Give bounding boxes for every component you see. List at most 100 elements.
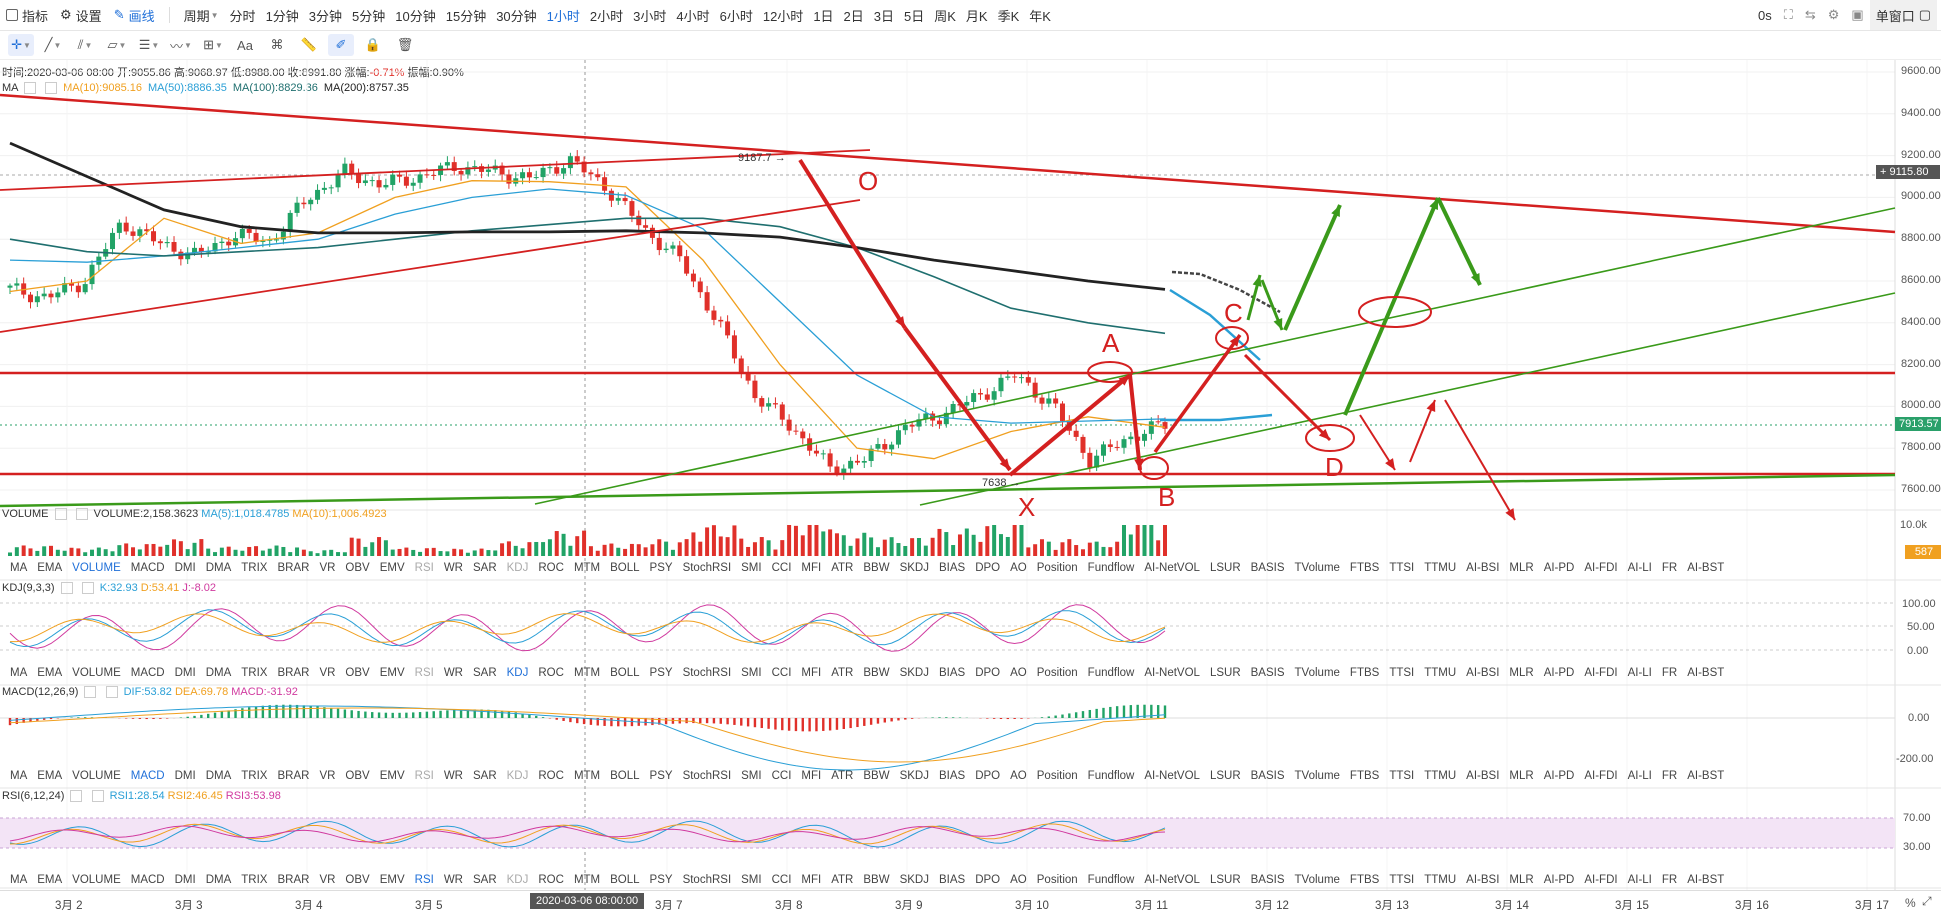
indicator-tab-volume[interactable]: VOLUME (72, 667, 121, 679)
indicator-tab-ttmu[interactable]: TTMU (1424, 874, 1456, 886)
indicator-tab-stochrsi[interactable]: StochRSI (683, 874, 732, 886)
indicator-tab-ma[interactable]: MA (10, 562, 27, 574)
indicator-tab-volume[interactable]: VOLUME (72, 562, 121, 574)
indicator-tab-ftbs[interactable]: FTBS (1350, 562, 1379, 574)
indicator-tab-dpo[interactable]: DPO (975, 667, 1000, 679)
indicator-tab-ttsi[interactable]: TTSI (1389, 874, 1414, 886)
indicator-tab-trix[interactable]: TRIX (241, 562, 267, 574)
indicator-tab-mfi[interactable]: MFI (801, 667, 821, 679)
indicator-tab-roc[interactable]: ROC (538, 874, 564, 886)
indicator-tab-atr[interactable]: ATR (831, 562, 853, 574)
macd-visibility-toggle[interactable] (84, 686, 96, 698)
indicator-tab-rsi[interactable]: RSI (415, 770, 434, 782)
indicator-tab-fr[interactable]: FR (1662, 562, 1677, 574)
indicator-tab-ttsi[interactable]: TTSI (1389, 562, 1414, 574)
indicator-tab-dmi[interactable]: DMI (175, 874, 196, 886)
indicator-tab-ttmu[interactable]: TTMU (1424, 770, 1456, 782)
indicator-tab-mlr[interactable]: MLR (1509, 667, 1533, 679)
indicator-tab-bbw[interactable]: BBW (863, 562, 889, 574)
indicator-tab-dma[interactable]: DMA (206, 770, 232, 782)
indicator-tab-stochrsi[interactable]: StochRSI (683, 667, 732, 679)
indicator-tab-basis[interactable]: BASIS (1251, 667, 1285, 679)
indicator-tab-kdj[interactable]: KDJ (507, 770, 529, 782)
indicator-tab-smi[interactable]: SMI (741, 874, 761, 886)
indicator-tab-vr[interactable]: VR (319, 667, 335, 679)
indicator-tab-tvolume[interactable]: TVolume (1295, 874, 1340, 886)
indicator-tab-tvolume[interactable]: TVolume (1295, 770, 1340, 782)
indicator-tab-obv[interactable]: OBV (345, 667, 369, 679)
indicator-tab-wr[interactable]: WR (444, 562, 463, 574)
indicator-tab-basis[interactable]: BASIS (1251, 770, 1285, 782)
indicator-tab-ao[interactable]: AO (1010, 562, 1027, 574)
indicator-tab-macd[interactable]: MACD (131, 562, 165, 574)
indicator-tab-bias[interactable]: BIAS (939, 562, 965, 574)
kdj-settings-toggle[interactable] (82, 582, 94, 594)
indicator-tab-volume[interactable]: VOLUME (72, 874, 121, 886)
indicator-tab-cci[interactable]: CCI (772, 874, 792, 886)
indicator-tab-ai-netvol[interactable]: AI-NetVOL (1144, 770, 1200, 782)
indicator-tab-sar[interactable]: SAR (473, 874, 497, 886)
indicator-tab-dpo[interactable]: DPO (975, 562, 1000, 574)
indicator-tab-mlr[interactable]: MLR (1509, 770, 1533, 782)
indicator-tab-lsur[interactable]: LSUR (1210, 770, 1241, 782)
indicator-tab-dpo[interactable]: DPO (975, 770, 1000, 782)
indicator-tab-rsi[interactable]: RSI (415, 874, 434, 886)
indicator-tab-brar[interactable]: BRAR (277, 667, 309, 679)
indicator-tab-ai-netvol[interactable]: AI-NetVOL (1144, 667, 1200, 679)
indicator-tab-ai-fdi[interactable]: AI-FDI (1584, 667, 1617, 679)
indicator-tab-vr[interactable]: VR (319, 562, 335, 574)
indicator-tab-obv[interactable]: OBV (345, 874, 369, 886)
kdj-visibility-toggle[interactable] (61, 582, 73, 594)
indicator-tab-ai-bsi[interactable]: AI-BSI (1466, 874, 1499, 886)
indicator-tab-psy[interactable]: PSY (650, 562, 673, 574)
indicator-tab-fundflow[interactable]: Fundflow (1088, 770, 1135, 782)
indicator-tab-ema[interactable]: EMA (37, 562, 62, 574)
indicator-tab-fr[interactable]: FR (1662, 667, 1677, 679)
indicator-tab-macd[interactable]: MACD (131, 667, 165, 679)
indicator-tab-mtm[interactable]: MTM (574, 770, 600, 782)
indicator-tab-ai-pd[interactable]: AI-PD (1544, 562, 1575, 574)
indicator-tab-cci[interactable]: CCI (772, 667, 792, 679)
indicator-tab-ai-bst[interactable]: AI-BST (1687, 667, 1724, 679)
indicator-tab-sar[interactable]: SAR (473, 562, 497, 574)
indicator-tab-lsur[interactable]: LSUR (1210, 562, 1241, 574)
percent-toggle[interactable]: % (1905, 896, 1916, 910)
volume-visibility-toggle[interactable] (55, 508, 67, 520)
indicator-tab-mfi[interactable]: MFI (801, 874, 821, 886)
indicator-tab-emv[interactable]: EMV (380, 770, 405, 782)
volume-settings-toggle[interactable] (76, 508, 88, 520)
indicator-tab-position[interactable]: Position (1037, 770, 1078, 782)
indicator-tab-smi[interactable]: SMI (741, 667, 761, 679)
indicator-tab-dmi[interactable]: DMI (175, 667, 196, 679)
indicator-tab-fundflow[interactable]: Fundflow (1088, 874, 1135, 886)
indicator-tab-dmi[interactable]: DMI (175, 770, 196, 782)
indicator-tab-ai-bst[interactable]: AI-BST (1687, 874, 1724, 886)
indicator-tab-smi[interactable]: SMI (741, 770, 761, 782)
indicator-tab-lsur[interactable]: LSUR (1210, 874, 1241, 886)
indicator-tab-bias[interactable]: BIAS (939, 770, 965, 782)
indicator-tab-fr[interactable]: FR (1662, 874, 1677, 886)
indicator-tab-skdj[interactable]: SKDJ (900, 874, 929, 886)
indicator-tab-sar[interactable]: SAR (473, 770, 497, 782)
indicator-tab-ai-netvol[interactable]: AI-NetVOL (1144, 562, 1200, 574)
indicator-tab-fr[interactable]: FR (1662, 770, 1677, 782)
indicator-tab-skdj[interactable]: SKDJ (900, 562, 929, 574)
indicator-tab-fundflow[interactable]: Fundflow (1088, 562, 1135, 574)
indicator-tab-ai-bsi[interactable]: AI-BSI (1466, 562, 1499, 574)
indicator-tab-ema[interactable]: EMA (37, 770, 62, 782)
indicator-tab-roc[interactable]: ROC (538, 667, 564, 679)
indicator-tab-ai-fdi[interactable]: AI-FDI (1584, 770, 1617, 782)
indicator-tab-skdj[interactable]: SKDJ (900, 667, 929, 679)
indicator-tab-brar[interactable]: BRAR (277, 562, 309, 574)
indicator-tab-ai-li[interactable]: AI-LI (1628, 667, 1652, 679)
indicator-tab-boll[interactable]: BOLL (610, 874, 639, 886)
indicator-tab-boll[interactable]: BOLL (610, 667, 639, 679)
indicator-tab-tvolume[interactable]: TVolume (1295, 562, 1340, 574)
indicator-tab-ao[interactable]: AO (1010, 874, 1027, 886)
indicator-tab-ai-li[interactable]: AI-LI (1628, 874, 1652, 886)
indicator-tab-bbw[interactable]: BBW (863, 770, 889, 782)
indicator-tab-emv[interactable]: EMV (380, 874, 405, 886)
macd-settings-toggle[interactable] (106, 686, 118, 698)
auto-scale-icon[interactable]: ⤢ (1922, 894, 1932, 909)
indicator-tab-ai-fdi[interactable]: AI-FDI (1584, 874, 1617, 886)
